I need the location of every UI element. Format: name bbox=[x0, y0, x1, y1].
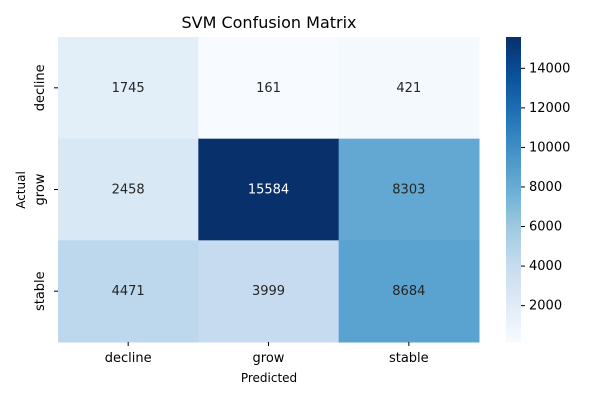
heatmap-cells bbox=[58, 37, 480, 343]
y-tick-label: decline bbox=[33, 64, 48, 111]
heatmap-cell bbox=[58, 138, 199, 241]
cell-value-label: 2458 bbox=[112, 183, 145, 198]
colorbar-tick-label: 14000 bbox=[529, 61, 570, 76]
x-tick-label: decline bbox=[105, 351, 152, 366]
heatmap-cell bbox=[198, 240, 340, 343]
colorbar-tick-label: 8000 bbox=[529, 180, 562, 195]
heatmap-cell bbox=[198, 37, 340, 140]
heatmap-cell bbox=[58, 240, 199, 343]
colorbar-tick-label: 4000 bbox=[529, 259, 562, 274]
x-axis-label: Predicted bbox=[241, 371, 297, 385]
cell-value-label: 421 bbox=[396, 81, 421, 96]
cell-value-label: 8684 bbox=[392, 284, 425, 299]
colorbar-tick-label: 2000 bbox=[529, 299, 562, 314]
colorbar-tick-label: 10000 bbox=[529, 140, 570, 155]
y-axis: decline grow stable bbox=[33, 64, 58, 311]
cell-value-label: 3999 bbox=[252, 284, 285, 299]
x-tick-label: grow bbox=[253, 351, 285, 366]
heatmap-cell-labels: 1745 161 421 2458 15584 8303 4471 3999 8684 bbox=[112, 81, 426, 299]
cell-value-label: 8303 bbox=[392, 183, 425, 198]
y-tick-label: grow bbox=[33, 173, 48, 205]
x-tick-label: stable bbox=[389, 351, 429, 366]
heatmap-cell bbox=[338, 138, 480, 241]
heatmap-cell bbox=[338, 240, 480, 343]
colorbar-ticks: 2000 4000 6000 8000 10000 12000 14000 bbox=[521, 61, 570, 314]
y-axis-label: Actual bbox=[14, 171, 28, 209]
heatmap-cell bbox=[58, 37, 199, 140]
heatmap-cell bbox=[338, 37, 480, 140]
chart-title: SVM Confusion Matrix bbox=[181, 13, 356, 32]
y-tick-label: stable bbox=[33, 271, 48, 311]
x-axis: decline grow stable bbox=[105, 342, 429, 366]
heatmap-cell bbox=[198, 138, 340, 241]
colorbar-tick-label: 12000 bbox=[529, 101, 570, 116]
cell-value-label: 161 bbox=[256, 81, 281, 96]
cell-value-label: 15584 bbox=[248, 183, 289, 198]
cell-value-label: 4471 bbox=[112, 284, 145, 299]
colorbar-tick-label: 6000 bbox=[529, 220, 562, 235]
cell-value-label: 1745 bbox=[112, 81, 145, 96]
colorbar bbox=[506, 37, 521, 342]
